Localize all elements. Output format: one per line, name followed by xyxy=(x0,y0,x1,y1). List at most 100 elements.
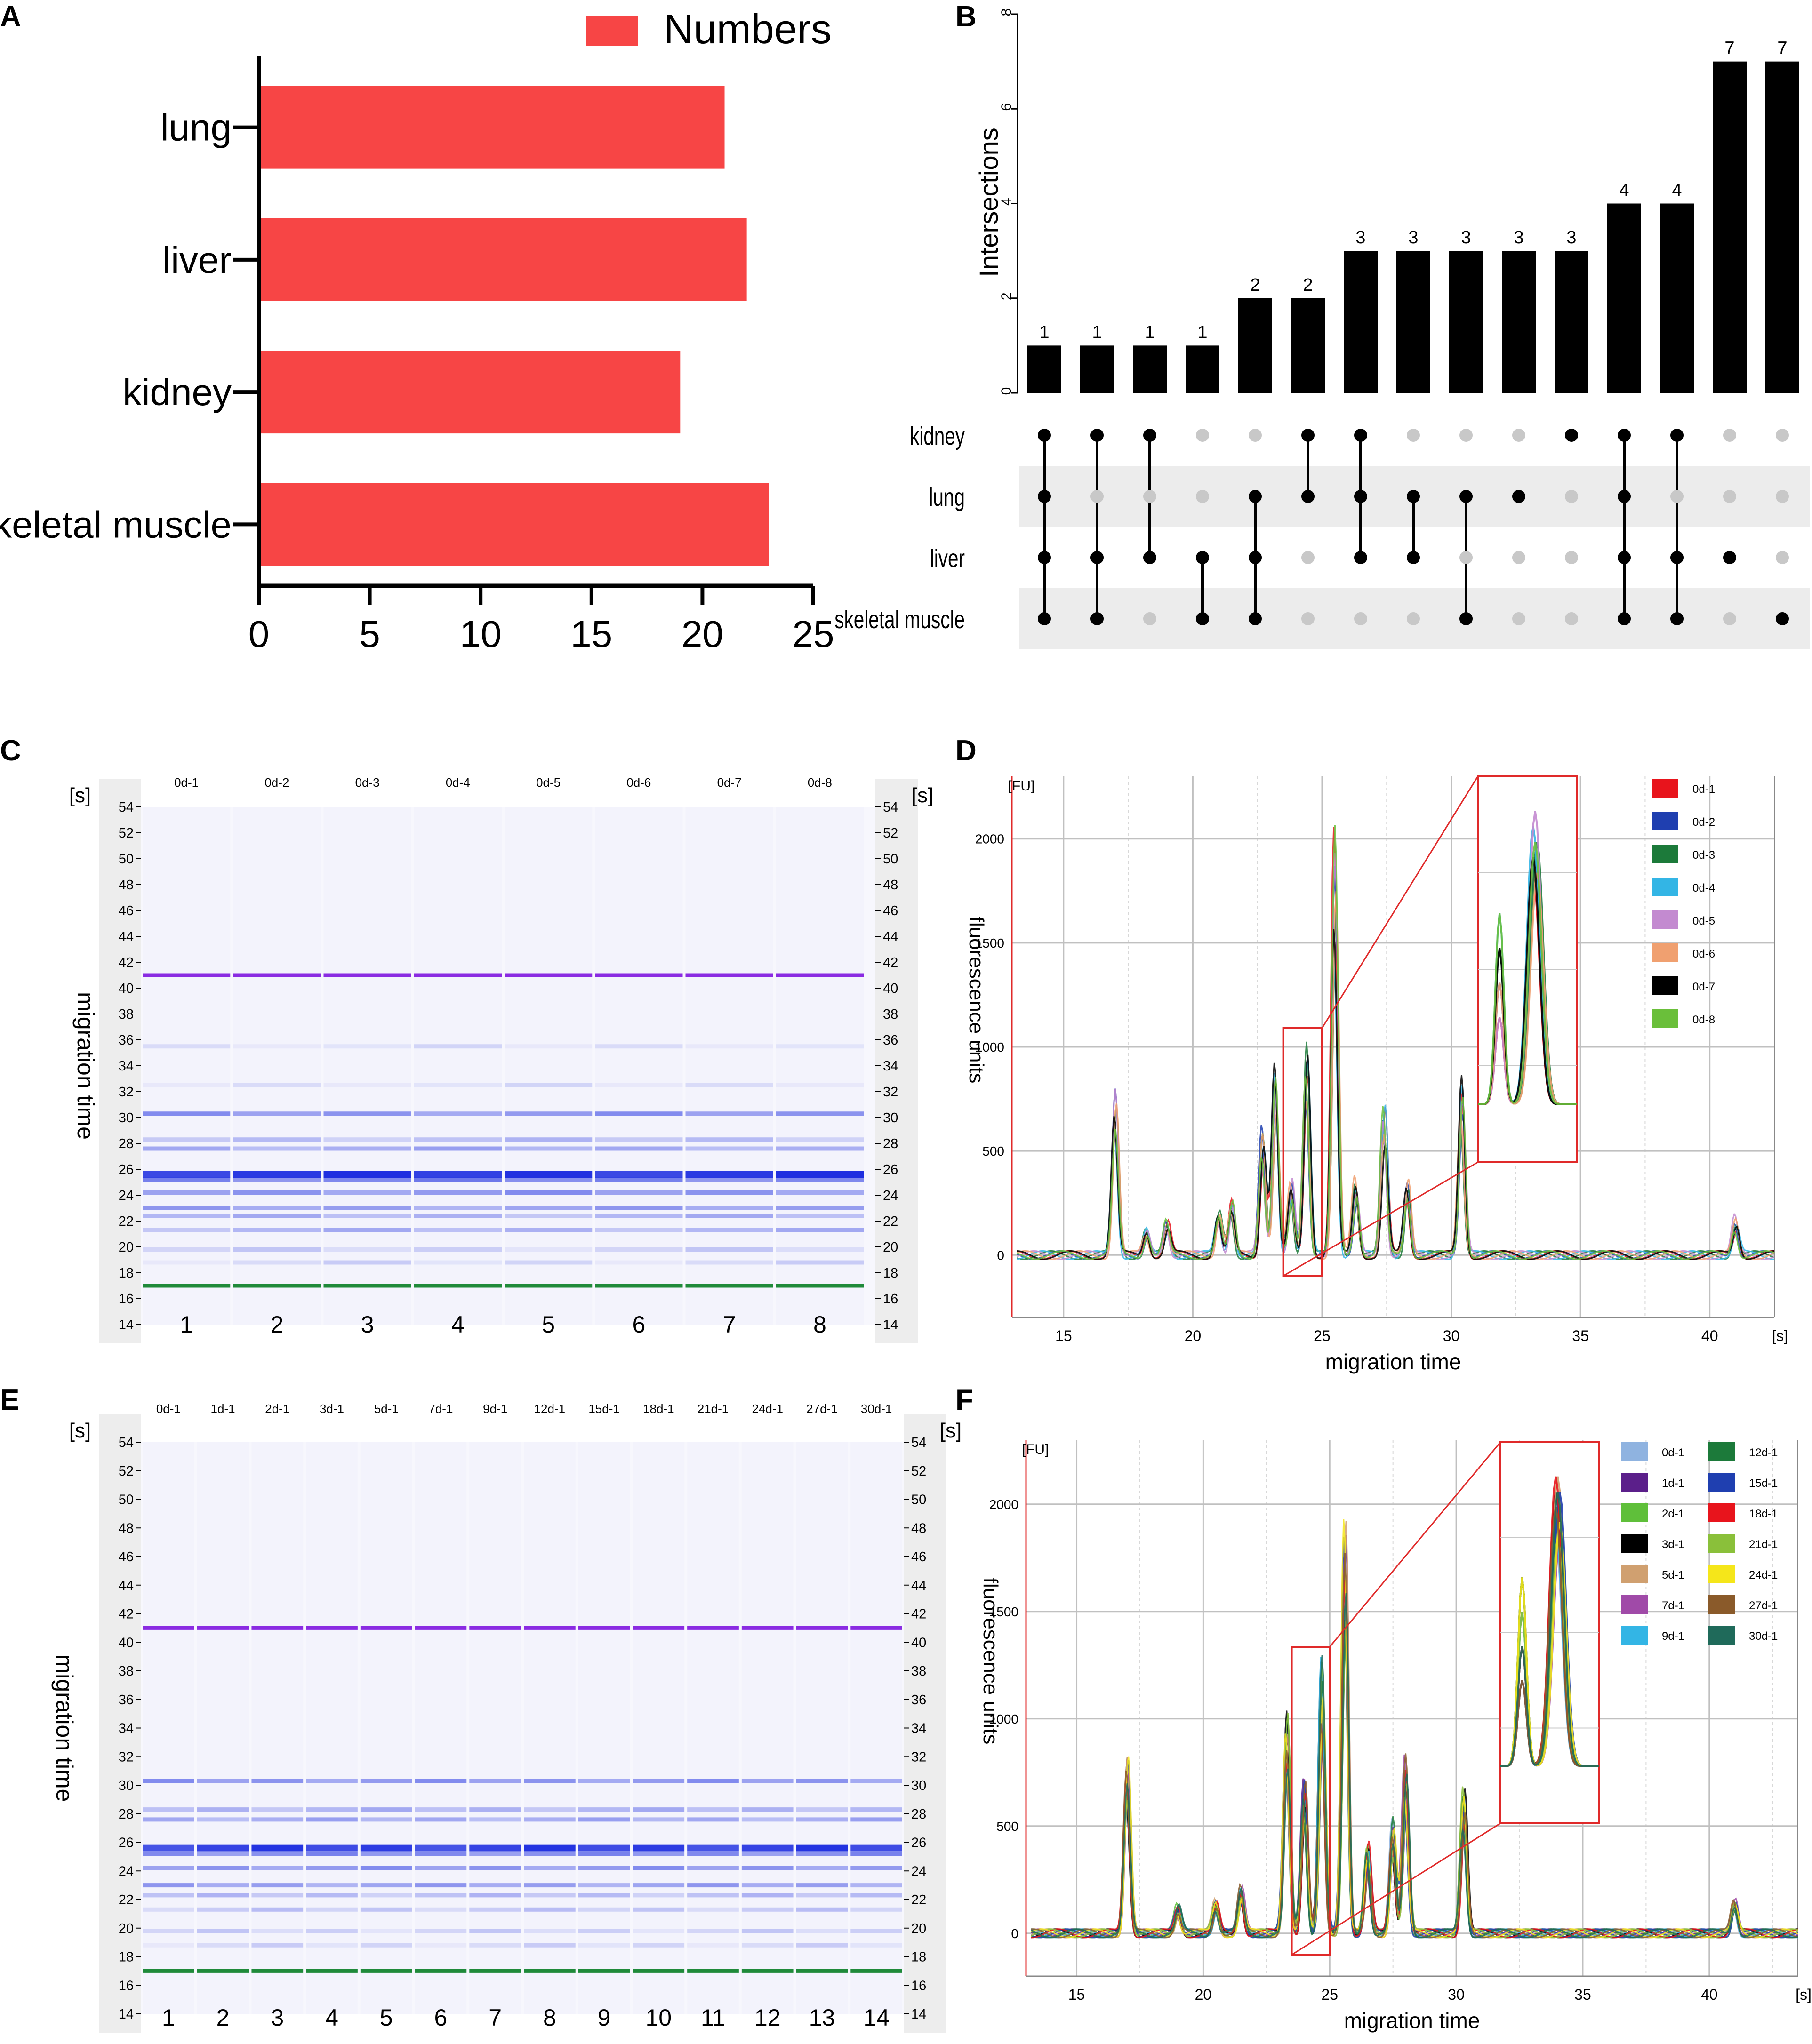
band xyxy=(323,1137,411,1142)
matrix-dot-active xyxy=(1618,612,1631,625)
x-tick-label: 25 xyxy=(1314,1327,1331,1344)
legend-swatch-0d-6 xyxy=(1652,943,1678,962)
lane-number: 3 xyxy=(361,1311,374,1338)
band xyxy=(323,1146,411,1151)
lower-marker-band xyxy=(776,1284,864,1288)
band xyxy=(578,1893,630,1898)
band xyxy=(414,1247,502,1252)
band xyxy=(685,1146,773,1151)
set-label: kidney xyxy=(910,422,965,450)
right-tick-label: 52 xyxy=(883,826,898,841)
lane xyxy=(633,1442,685,2014)
band xyxy=(595,1228,683,1232)
right-tick-label: 20 xyxy=(911,1921,926,1936)
band xyxy=(360,1807,412,1812)
matrix-dot-inactive xyxy=(1354,612,1367,625)
band xyxy=(469,1844,521,1852)
band xyxy=(469,1852,521,1856)
right-tick-label: 36 xyxy=(883,1033,898,1048)
right-unit-label: [s] xyxy=(912,784,933,807)
band xyxy=(505,1137,593,1142)
x-tick-label: 30 xyxy=(1443,1327,1460,1344)
band xyxy=(776,1206,864,1210)
upper-marker-band xyxy=(469,1626,521,1630)
right-tick-label: 30 xyxy=(883,1110,898,1126)
band xyxy=(505,1111,593,1116)
matrix-dot-active xyxy=(1459,490,1473,503)
y-tick-label: lung xyxy=(160,107,232,149)
right-tick-label: 40 xyxy=(883,981,898,996)
band xyxy=(524,1943,576,1948)
band xyxy=(685,1083,773,1087)
lane-number: 7 xyxy=(489,2004,502,2031)
lower-marker-band xyxy=(524,1969,576,1973)
band xyxy=(306,1929,358,1933)
y-tick-label: 2000 xyxy=(975,832,1004,846)
band xyxy=(595,1111,683,1116)
matrix-dot-active xyxy=(1776,612,1789,625)
legend-swatch-7d-1 xyxy=(1621,1595,1648,1614)
right-tick-label: 48 xyxy=(911,1521,926,1536)
x-tick-label: 10 xyxy=(460,613,502,655)
band xyxy=(414,1214,502,1218)
legend-swatch-15d-1 xyxy=(1708,1473,1735,1492)
matrix-dot-inactive xyxy=(1196,490,1209,503)
left-tick-label: 52 xyxy=(119,1464,134,1479)
right-tick-label: 54 xyxy=(911,1435,926,1450)
band xyxy=(360,1779,412,1783)
legend-label-1d-1: 1d-1 xyxy=(1662,1477,1684,1490)
band xyxy=(143,1852,194,1856)
band xyxy=(595,1177,683,1182)
lane xyxy=(524,1442,576,2014)
lane-number: 4 xyxy=(451,1311,465,1338)
matrix-dot-active xyxy=(1249,490,1262,503)
y-axis-title: migration time xyxy=(51,1654,78,1802)
band xyxy=(233,1206,321,1210)
lane xyxy=(323,807,411,1325)
zoom-connector xyxy=(1283,1161,1478,1277)
band xyxy=(850,1883,902,1888)
upper-marker-band xyxy=(578,1626,630,1630)
right-tick-label: 38 xyxy=(883,1007,898,1022)
y-tick-label: 4 xyxy=(999,198,1014,206)
band xyxy=(469,1866,521,1870)
matrix-dot-active xyxy=(1618,429,1631,442)
trace-0d-8 xyxy=(1017,825,1775,1260)
matrix-dot-inactive xyxy=(1776,551,1789,564)
band xyxy=(143,1044,231,1049)
band xyxy=(415,1779,467,1783)
intersection-bar xyxy=(1238,298,1272,393)
legend-label-7d-1: 7d-1 xyxy=(1662,1599,1684,1612)
matrix-dot-inactive xyxy=(1459,551,1473,564)
band xyxy=(360,1817,412,1822)
x-axis-title: migration time xyxy=(1344,2008,1480,2033)
y-tick-label: 8 xyxy=(999,8,1014,16)
band xyxy=(687,1929,739,1933)
band xyxy=(323,1214,411,1218)
matrix-dot-active xyxy=(1407,551,1420,564)
band xyxy=(578,1866,630,1870)
left-tick-label: 30 xyxy=(119,1778,134,1793)
legend-swatch-24d-1 xyxy=(1708,1565,1735,1583)
band xyxy=(505,1083,593,1087)
x-tick-label: 35 xyxy=(1572,1327,1589,1344)
bar-value-label: 2 xyxy=(1303,275,1313,295)
upper-marker-band xyxy=(414,973,502,977)
left-tick-label: 40 xyxy=(119,1635,134,1650)
band xyxy=(143,1943,194,1948)
band xyxy=(633,1844,685,1852)
right-tick-label: 32 xyxy=(911,1749,926,1765)
band xyxy=(741,1907,794,1912)
band xyxy=(505,1146,593,1151)
lower-marker-band xyxy=(741,1969,794,1973)
upper-marker-band xyxy=(685,973,773,977)
band xyxy=(850,1779,902,1783)
right-tick-label: 18 xyxy=(911,1950,926,1965)
band xyxy=(233,1247,321,1252)
right-tick-label: 32 xyxy=(883,1085,898,1100)
bar-value-label: 3 xyxy=(1566,228,1576,248)
band xyxy=(414,1044,502,1049)
left-tick-label: 16 xyxy=(119,1978,134,1993)
band xyxy=(251,1893,304,1898)
left-tick-label: 20 xyxy=(119,1921,134,1936)
